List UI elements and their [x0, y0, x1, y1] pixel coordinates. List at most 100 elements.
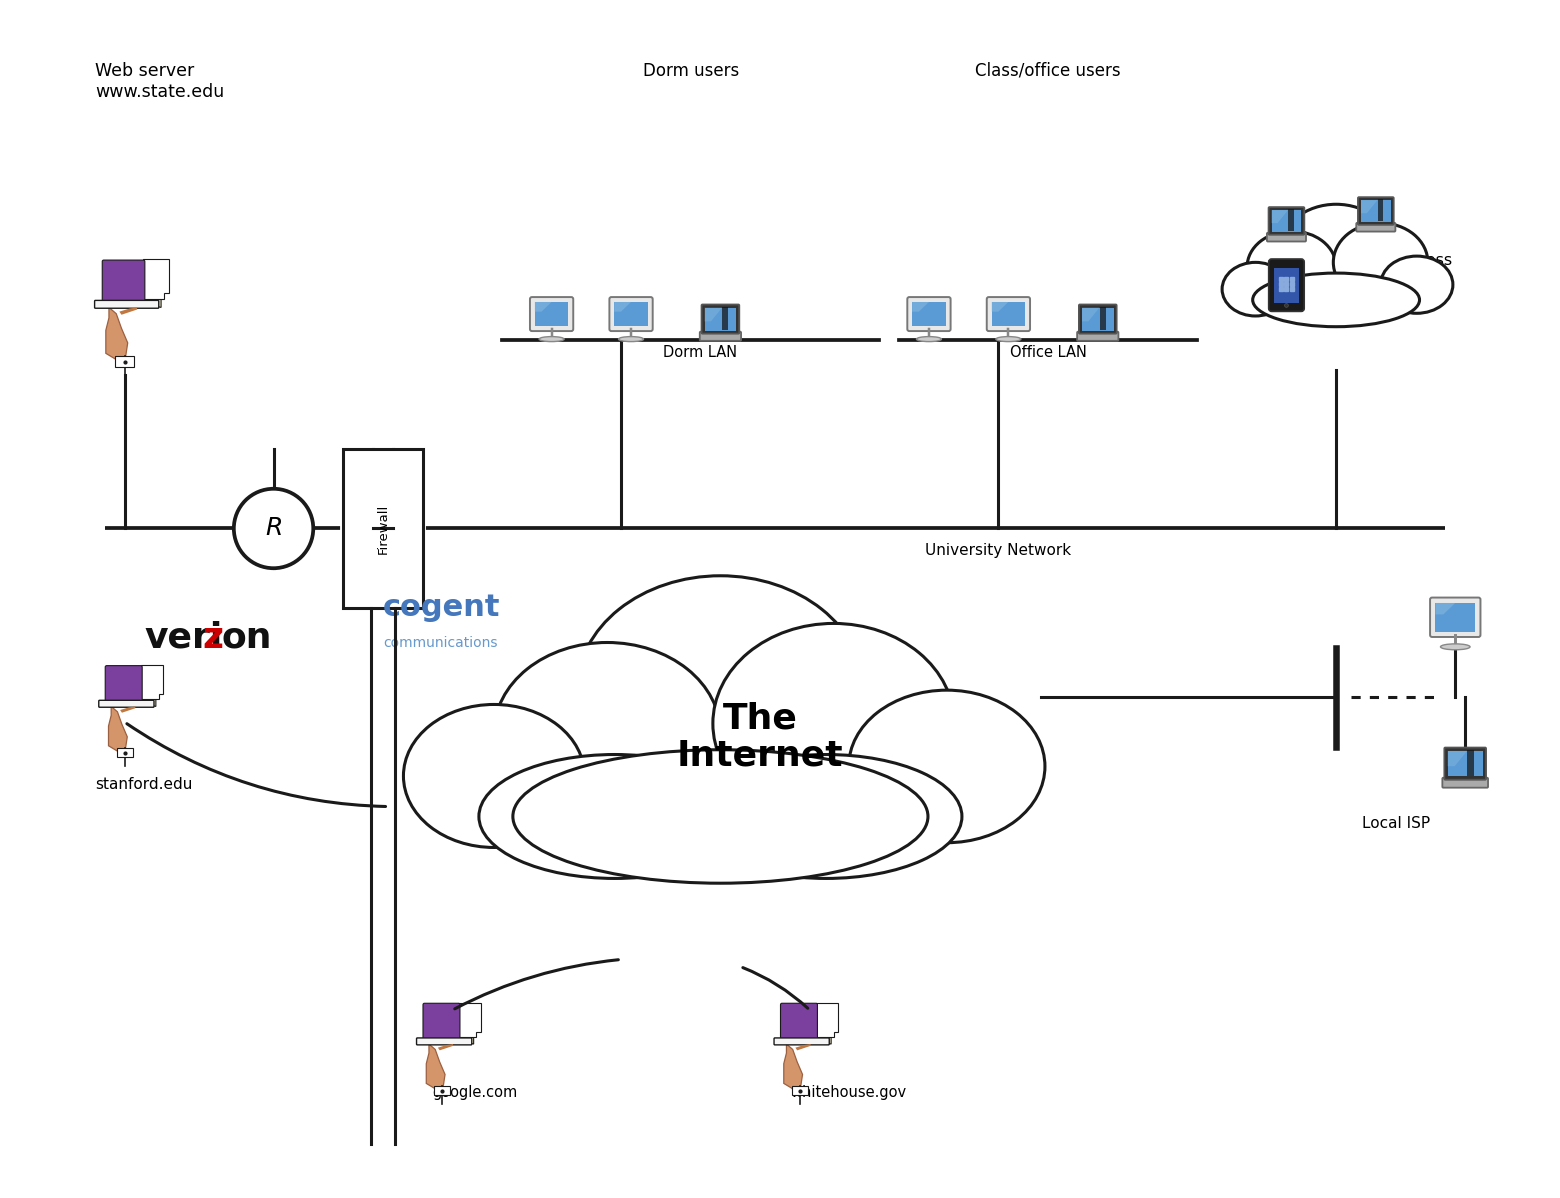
FancyBboxPatch shape: [530, 297, 573, 331]
FancyBboxPatch shape: [987, 297, 1030, 331]
Ellipse shape: [513, 750, 928, 883]
Bar: [1435, 603, 1476, 631]
Bar: [343, 449, 423, 607]
Ellipse shape: [1281, 205, 1392, 294]
Ellipse shape: [495, 642, 721, 824]
Polygon shape: [140, 665, 164, 700]
FancyBboxPatch shape: [1268, 259, 1304, 311]
Ellipse shape: [404, 704, 585, 847]
Polygon shape: [1289, 210, 1293, 231]
Text: veri: veri: [145, 621, 223, 655]
Polygon shape: [705, 308, 722, 321]
Text: The
Internet: The Internet: [677, 702, 844, 773]
FancyBboxPatch shape: [908, 297, 950, 331]
FancyBboxPatch shape: [1268, 207, 1304, 235]
Text: Firewall: Firewall: [376, 503, 390, 553]
Polygon shape: [796, 1045, 811, 1051]
Polygon shape: [783, 1045, 802, 1089]
Ellipse shape: [1334, 223, 1427, 302]
FancyBboxPatch shape: [105, 666, 142, 702]
Ellipse shape: [916, 337, 942, 341]
Polygon shape: [805, 1005, 831, 1045]
Text: Local ISP: Local ISP: [1362, 817, 1431, 831]
FancyBboxPatch shape: [1443, 778, 1488, 787]
FancyBboxPatch shape: [774, 1037, 830, 1045]
Polygon shape: [144, 260, 170, 300]
FancyBboxPatch shape: [423, 1003, 460, 1040]
Polygon shape: [816, 1003, 838, 1037]
Circle shape: [234, 489, 314, 568]
FancyBboxPatch shape: [1356, 223, 1395, 231]
Text: Dorm LAN: Dorm LAN: [663, 345, 738, 359]
Ellipse shape: [540, 337, 565, 341]
Bar: [615, 302, 647, 326]
Ellipse shape: [1246, 231, 1335, 303]
Text: Class/office users: Class/office users: [975, 62, 1122, 80]
Ellipse shape: [995, 337, 1020, 341]
FancyBboxPatch shape: [1267, 232, 1306, 242]
Ellipse shape: [1221, 262, 1289, 316]
FancyBboxPatch shape: [417, 1037, 471, 1045]
Polygon shape: [426, 1045, 445, 1089]
Polygon shape: [1435, 603, 1455, 615]
Bar: [792, 1087, 808, 1095]
FancyBboxPatch shape: [1080, 304, 1117, 334]
Polygon shape: [1360, 200, 1377, 213]
Polygon shape: [1271, 210, 1289, 223]
Ellipse shape: [1253, 273, 1420, 327]
Polygon shape: [1468, 750, 1474, 776]
Bar: [535, 302, 568, 326]
Ellipse shape: [577, 576, 864, 805]
Text: communications: communications: [382, 636, 498, 649]
Bar: [1083, 308, 1114, 331]
Polygon shape: [120, 707, 136, 713]
Text: google.com: google.com: [432, 1084, 518, 1100]
Polygon shape: [615, 302, 632, 311]
Ellipse shape: [849, 690, 1045, 842]
Polygon shape: [1448, 751, 1466, 767]
FancyBboxPatch shape: [700, 332, 741, 340]
FancyBboxPatch shape: [1431, 598, 1480, 637]
FancyBboxPatch shape: [426, 1015, 437, 1022]
Bar: [1271, 210, 1301, 231]
Polygon shape: [722, 307, 729, 329]
Text: on: on: [222, 621, 273, 655]
Bar: [1448, 751, 1482, 776]
Text: Office LAN: Office LAN: [1009, 345, 1087, 359]
Bar: [117, 749, 133, 757]
Circle shape: [1284, 303, 1289, 308]
Text: R: R: [265, 516, 282, 540]
FancyBboxPatch shape: [1357, 198, 1393, 225]
Polygon shape: [129, 262, 161, 308]
Ellipse shape: [1381, 256, 1452, 314]
FancyBboxPatch shape: [1076, 332, 1119, 340]
FancyBboxPatch shape: [95, 301, 159, 308]
Polygon shape: [106, 308, 128, 359]
Text: Web server
www.state.edu: Web server www.state.edu: [95, 62, 225, 101]
FancyBboxPatch shape: [783, 1015, 796, 1022]
Text: Dorm users: Dorm users: [643, 62, 739, 80]
Polygon shape: [438, 1045, 452, 1051]
Ellipse shape: [1440, 643, 1470, 649]
Polygon shape: [459, 1003, 480, 1037]
Bar: [1275, 268, 1298, 303]
Polygon shape: [913, 302, 928, 311]
Text: stanford.edu: stanford.edu: [95, 776, 192, 792]
Ellipse shape: [618, 337, 644, 341]
Text: cogent: cogent: [382, 593, 501, 623]
FancyBboxPatch shape: [610, 297, 652, 331]
Polygon shape: [1083, 308, 1100, 321]
Bar: [705, 308, 736, 331]
Polygon shape: [535, 302, 552, 311]
FancyBboxPatch shape: [103, 260, 145, 303]
Text: University Network: University Network: [925, 544, 1072, 558]
Text: z: z: [203, 621, 223, 655]
Polygon shape: [992, 302, 1008, 311]
FancyBboxPatch shape: [98, 701, 154, 707]
Bar: [1360, 200, 1390, 222]
Polygon shape: [446, 1005, 474, 1045]
Polygon shape: [1100, 307, 1106, 329]
Ellipse shape: [713, 623, 955, 824]
Polygon shape: [120, 308, 137, 315]
Ellipse shape: [479, 755, 750, 878]
